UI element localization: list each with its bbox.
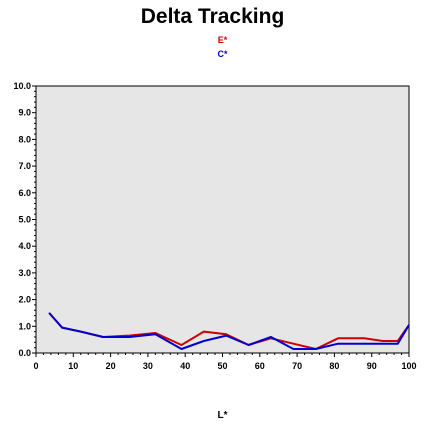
x-tick-label: 80 <box>329 361 339 371</box>
x-tick-label: 60 <box>255 361 265 371</box>
y-tick-label: 10.0 <box>13 81 31 91</box>
chart-title: Delta Tracking <box>140 5 285 28</box>
legend-entry-c: C* <box>217 49 228 59</box>
y-tick-label: 6.0 <box>18 188 31 198</box>
series-line-c <box>48 312 410 350</box>
y-tick-label: 7.0 <box>18 161 31 171</box>
x-tick-label: 0 <box>33 361 38 371</box>
y-tick-label: 5.0 <box>18 215 31 225</box>
x-tick-label: 50 <box>217 361 227 371</box>
x-tick-label: 70 <box>292 361 302 371</box>
x-tick-label: 30 <box>143 361 153 371</box>
y-tick-label: 9.0 <box>18 108 31 118</box>
x-tick-label: 100 <box>401 361 416 371</box>
y-tick-label: 4.0 <box>18 241 31 251</box>
y-tick-label: 3.0 <box>18 268 31 278</box>
y-tick-label: 2.0 <box>18 295 31 305</box>
x-tick-label: 40 <box>180 361 190 371</box>
y-tick-label: 1.0 <box>18 321 31 331</box>
x-axis-label: L* <box>217 410 228 421</box>
plot-area <box>35 85 410 354</box>
legend-entry-e: E* <box>217 35 228 45</box>
x-tick-label: 10 <box>68 361 78 371</box>
y-tick-label: 8.0 <box>18 134 31 144</box>
x-tick-label: 90 <box>367 361 377 371</box>
x-tick-label: 20 <box>106 361 116 371</box>
y-tick-label: 0.0 <box>18 348 31 358</box>
